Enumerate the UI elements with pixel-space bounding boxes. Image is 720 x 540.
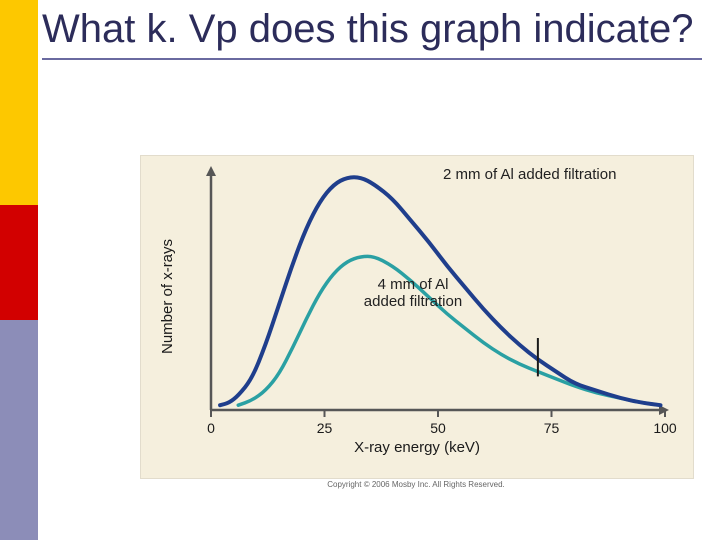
x-tick-label: 100 bbox=[653, 420, 676, 436]
sidebar-stripe-bot bbox=[0, 320, 38, 540]
plot-area: 2 mm of Al added filtration 4 mm of Al a… bbox=[211, 170, 665, 410]
curve-label-inner: 4 mm of Al added filtration bbox=[353, 276, 473, 310]
xray-spectrum-figure: Number of x-rays 2 mm of Al added filtra… bbox=[140, 155, 694, 479]
y-axis-label: Number of x-rays bbox=[159, 239, 176, 354]
title-area: What k. Vp does this graph indicate? bbox=[42, 6, 708, 60]
copyright-line: Copyright © 2006 Mosby Inc. All Rights R… bbox=[140, 480, 692, 489]
slide: What k. Vp does this graph indicate? Num… bbox=[0, 0, 720, 540]
slide-title: What k. Vp does this graph indicate? bbox=[42, 6, 708, 52]
x-tick-label: 0 bbox=[207, 420, 215, 436]
x-tick-label: 50 bbox=[430, 420, 446, 436]
x-tick-label: 25 bbox=[317, 420, 333, 436]
title-underline bbox=[42, 58, 702, 60]
x-tick-label: 75 bbox=[544, 420, 560, 436]
sidebar-stripe-top bbox=[0, 0, 38, 205]
curve-label-inner-line2: added filtration bbox=[364, 293, 462, 310]
curve-label-outer: 2 mm of Al added filtration bbox=[443, 166, 616, 183]
curve-label-inner-line1: 4 mm of Al bbox=[378, 276, 449, 293]
x-axis-label: X-ray energy (keV) bbox=[141, 439, 693, 456]
sidebar-decoration bbox=[0, 0, 38, 540]
sidebar-stripe-mid bbox=[0, 205, 38, 320]
